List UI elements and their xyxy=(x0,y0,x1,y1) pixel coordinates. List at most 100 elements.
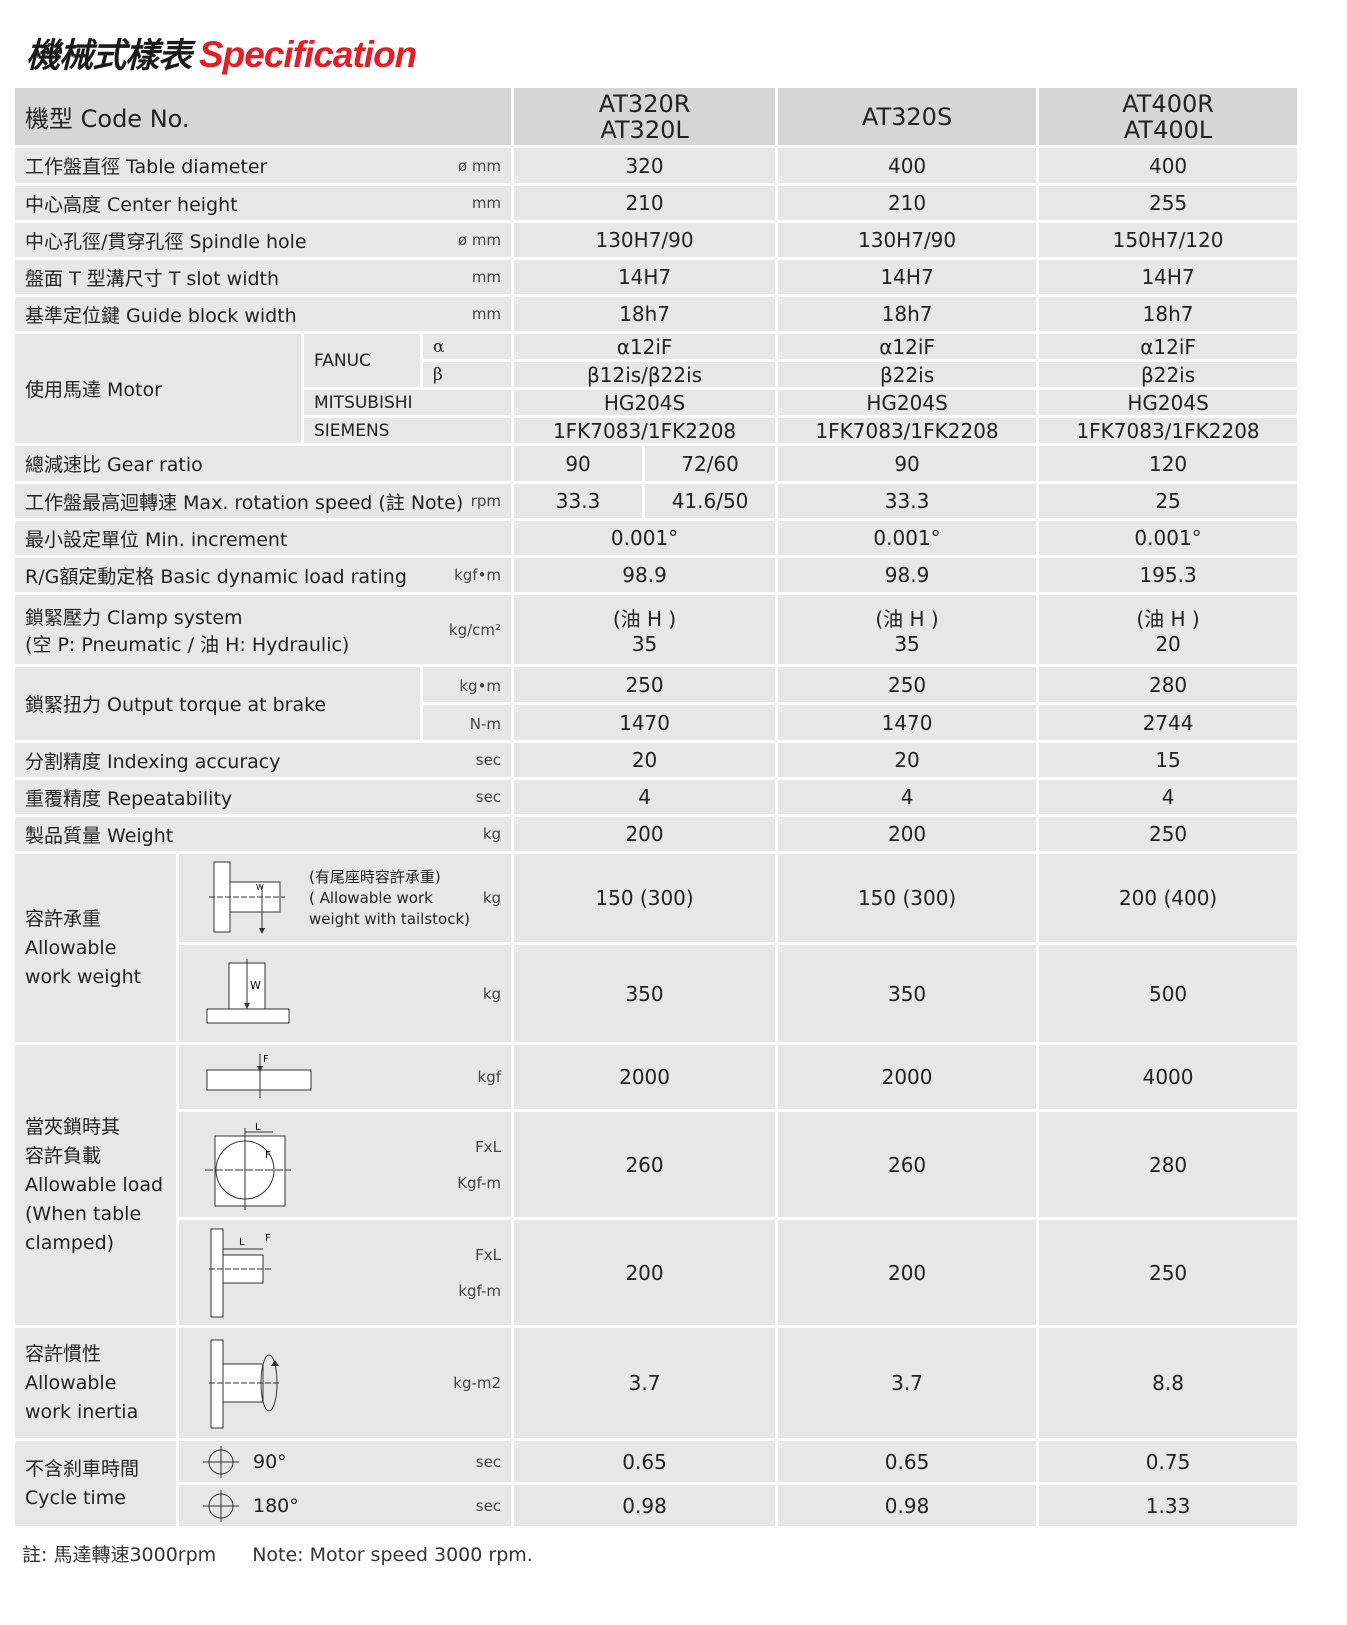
value-at400r: 250 xyxy=(1039,817,1298,851)
value-at320s: α12iF xyxy=(778,334,1037,359)
row-max_speed: 工作盤最高迴轉速 Max. rotation speed (註 Note) rpm… xyxy=(15,484,1298,518)
angle: 180° xyxy=(253,1494,299,1517)
row-label-line: work weight xyxy=(25,965,142,988)
value-at320r: 90 xyxy=(514,446,643,481)
unit-label: FxL xyxy=(475,1137,502,1156)
row-label-cell: 容許慣性 Allowable work inertia xyxy=(15,1328,176,1438)
value-at400r: 2744 xyxy=(1039,705,1298,740)
tailstock-note: ( Allowable work xyxy=(309,888,433,907)
row-label-cell: 重覆精度 Repeatability sec xyxy=(15,780,512,814)
row-cycle-180: 180° sec 0.98 0.98 1.33 xyxy=(15,1485,1298,1526)
svg-text:F: F xyxy=(263,1054,269,1065)
row-weight: 製品質量 Weight kg 200 200 250 xyxy=(15,817,1298,851)
value-at400r: 250 xyxy=(1039,1220,1298,1325)
value-at400r: α12iF xyxy=(1039,334,1298,359)
value-at320r: 33.3 xyxy=(514,484,643,518)
model-at400r: AT400R AT400L xyxy=(1039,88,1298,145)
unit-label: sec xyxy=(475,1452,502,1471)
row-label-line: (When table xyxy=(25,1202,142,1225)
row-label-line: Allowable xyxy=(25,936,117,959)
footnote-zh: 註: 馬達轉速3000rpm xyxy=(22,1544,217,1566)
value-at400r: 280 xyxy=(1039,667,1298,702)
diagram-cell: L F FxL kgf-m xyxy=(179,1220,512,1325)
value-at320s: 33.3 xyxy=(778,484,1037,518)
row-label-cell: 工作盤直徑 Table diameter ø mm xyxy=(15,148,512,183)
motor-fanuc: FANUC xyxy=(304,334,420,387)
value-at320r: 0.001° xyxy=(514,521,776,555)
unit-label: kgf-m xyxy=(458,1281,502,1300)
value-at320s: 1FK7083/1FK2208 xyxy=(778,418,1037,443)
row-label: 基準定位鍵 Guide block width xyxy=(25,304,297,327)
row-min_increment: 最小設定單位 Min. increment 0.001° 0.001° 0.001° xyxy=(15,521,1298,555)
value-at400r: 150H7/120 xyxy=(1039,223,1298,257)
value-at320s: 18h7 xyxy=(778,297,1037,331)
value-at320r: 3.7 xyxy=(514,1328,776,1438)
cycle-180-cell: 180° sec xyxy=(179,1485,512,1526)
value-at400r: HG204S xyxy=(1039,390,1298,415)
value-at320s: 0.001° xyxy=(778,521,1037,555)
model-line: AT320L xyxy=(600,115,689,144)
unit-label: kg/cm² xyxy=(448,620,502,639)
unit-label: N-m xyxy=(423,705,512,740)
value-at400r: β22is xyxy=(1039,362,1298,387)
row-label: 工作盤最高迴轉速 Max. rotation speed (註 Note) xyxy=(25,491,464,514)
value-at320s: 3.7 xyxy=(778,1328,1037,1438)
unit-label: kg xyxy=(482,825,502,843)
row-label: 分割精度 Indexing accuracy xyxy=(25,750,281,773)
row-label-cell: R/G額定動定格 Basic dynamic load rating kgf•m xyxy=(15,558,512,592)
row-allowable-load: 當夾鎖時其 容許負載 Allowable load (When table clampe… xyxy=(15,1045,1298,1325)
value-at400r: 1FK7083/1FK2208 xyxy=(1039,418,1298,443)
row-motor-beta: β β12is/β22is β22is β22is xyxy=(15,362,1298,387)
model-at320r: AT320R AT320L xyxy=(514,88,776,145)
row-allowable-weight: 容許承重 Allowable work weight W (有尾座時容許承重) ( All… xyxy=(15,854,1298,1042)
row-table_diameter: 工作盤直徑 Table diameter ø mm 320 400 400 xyxy=(15,148,1298,183)
unit-label: kg xyxy=(482,889,502,907)
value-at320s: 350 xyxy=(778,945,1037,1042)
row-label-cell: 盤面 T 型溝尺寸 T slot width mm xyxy=(15,260,512,294)
value-at320r: HG204S xyxy=(514,390,776,415)
spec-table: 機型 Code No. AT320R AT320L AT320S AT400R AT… xyxy=(12,85,1300,1529)
unit-label: sec xyxy=(475,751,502,769)
value-at400r: 25 xyxy=(1039,484,1298,518)
row-label-line: work inertia xyxy=(25,1400,139,1423)
value-at400r: 200 (400) xyxy=(1039,854,1298,942)
row-label: R/G額定動定格 Basic dynamic load rating xyxy=(25,565,407,588)
model-line: AT400R xyxy=(1122,89,1214,118)
vertical-load-diagram: W xyxy=(206,958,290,1023)
value-at320r: 200 xyxy=(514,817,776,851)
value-at320r: 20 xyxy=(514,743,776,777)
value-at320r: 4 xyxy=(514,780,776,814)
row-clamp: 鎖緊壓力 Clamp system (空 P: Pneumatic / 油 H: … xyxy=(15,595,1298,664)
row-spindle_hole: 中心孔徑/貫穿孔徑 Spindle hole ø mm 130H7/90 130H7/… xyxy=(15,223,1298,257)
rotate-90-icon xyxy=(203,1445,239,1478)
cycle-90-cell: 90° sec xyxy=(179,1441,512,1482)
clamp-pressure: 20 xyxy=(1155,632,1181,656)
value-at400r: 4000 xyxy=(1039,1045,1298,1109)
value-at320r: 1FK7083/1FK2208 xyxy=(514,418,776,443)
unit-label: rpm xyxy=(470,492,502,510)
svg-text:W: W xyxy=(256,883,264,892)
row-inertia: 容許慣性 Allowable work inertia kg-m2 3.7 3.7 8.8 xyxy=(15,1328,1298,1438)
row-indexing: 分割精度 Indexing accuracy sec 20 20 15 xyxy=(15,743,1298,777)
diagram-cell: L F FxL Kgf-m xyxy=(179,1112,512,1217)
value-at320s: 90 xyxy=(778,446,1037,481)
row-label-cell: 中心孔徑/貫穿孔徑 Spindle hole ø mm xyxy=(15,223,512,257)
row-motor-mitsubishi: MITSUBISHI HG204S HG204S HG204S xyxy=(15,390,1298,415)
value-at320s: 260 xyxy=(778,1112,1037,1217)
value-at400r: 8.8 xyxy=(1039,1328,1298,1438)
row-label: 鎖緊扭力 Output torque at brake xyxy=(15,667,420,740)
footnote: 註: 馬達轉速3000rpm Note: Motor speed 3000 rpm… xyxy=(22,1540,533,1567)
row-label-cell: 當夾鎖時其 容許負載 Allowable load (When table clampe… xyxy=(15,1045,176,1325)
inertia-diagram xyxy=(209,1339,279,1428)
row-label-cell: 容許承重 Allowable work weight xyxy=(15,854,176,1042)
row-t_slot: 盤面 T 型溝尺寸 T slot width mm 14H7 14H7 14H7 xyxy=(15,260,1298,294)
row-label-cell: 鎖緊壓力 Clamp system (空 P: Pneumatic / 油 H: … xyxy=(15,595,512,664)
model-line: AT320S xyxy=(861,102,953,131)
row-label-cell: 中心高度 Center height mm xyxy=(15,186,512,220)
tailstock-load-diagram: W xyxy=(209,861,285,934)
value-at320s: 14H7 xyxy=(778,260,1037,294)
value-at400r: 120 xyxy=(1039,446,1298,481)
row-torque-nm: N-m 1470 1470 2744 xyxy=(15,705,1298,740)
value-at320r: 250 xyxy=(514,667,776,702)
